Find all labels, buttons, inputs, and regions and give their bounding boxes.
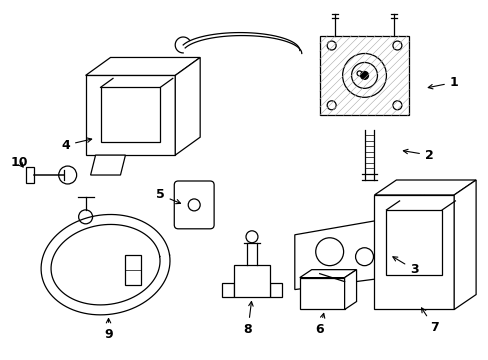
Polygon shape <box>344 270 356 310</box>
Text: 9: 9 <box>104 319 113 341</box>
Polygon shape <box>90 155 125 175</box>
Polygon shape <box>234 265 269 297</box>
Circle shape <box>360 71 368 80</box>
Polygon shape <box>26 167 34 183</box>
Polygon shape <box>299 278 344 310</box>
Text: 2: 2 <box>403 149 433 162</box>
Text: 7: 7 <box>421 308 438 334</box>
Text: 3: 3 <box>392 257 418 276</box>
Polygon shape <box>319 36 408 115</box>
Polygon shape <box>85 58 200 75</box>
Polygon shape <box>453 180 475 310</box>
Text: 8: 8 <box>243 302 253 336</box>
Polygon shape <box>299 270 356 278</box>
Polygon shape <box>222 283 234 297</box>
Polygon shape <box>125 255 141 285</box>
Text: 10: 10 <box>10 156 27 168</box>
FancyBboxPatch shape <box>174 181 214 229</box>
Polygon shape <box>294 215 408 289</box>
Circle shape <box>59 166 77 184</box>
Text: 4: 4 <box>61 138 91 152</box>
Polygon shape <box>374 180 475 195</box>
Text: 6: 6 <box>315 314 324 336</box>
Polygon shape <box>85 75 175 155</box>
Polygon shape <box>269 283 281 297</box>
Polygon shape <box>404 190 424 275</box>
Text: 1: 1 <box>427 76 458 89</box>
Polygon shape <box>175 58 200 155</box>
Text: 5: 5 <box>156 188 180 204</box>
Polygon shape <box>374 195 453 310</box>
